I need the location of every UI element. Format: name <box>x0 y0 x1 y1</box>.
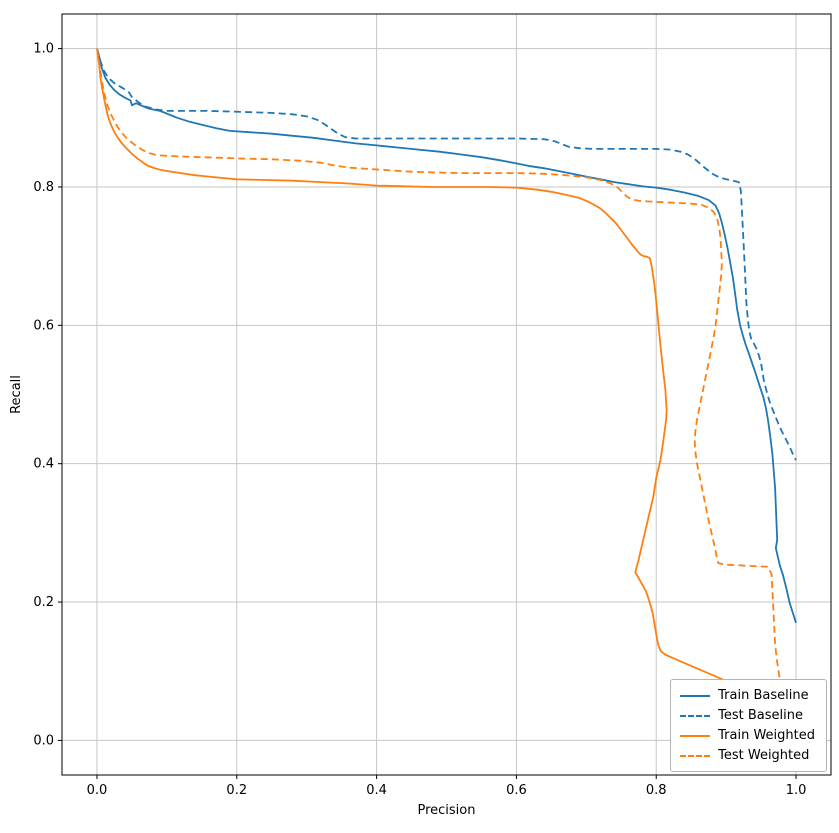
y-tick-label: 0.2 <box>33 595 54 610</box>
legend-line-sample-test-baseline <box>680 714 711 717</box>
legend-line-sample-train-weighted <box>680 734 711 737</box>
legend-label-test-baseline: Test Baseline <box>718 708 803 723</box>
series-line-train-weighted <box>96 48 797 717</box>
x-tick-label: 0.2 <box>226 783 247 798</box>
y-tick-label: 0.4 <box>33 457 54 472</box>
y-tick-label: 0.0 <box>33 733 54 748</box>
series-line-test-weighted <box>96 48 797 728</box>
series-line-test-baseline <box>96 48 797 461</box>
series-line-train-baseline <box>96 48 797 624</box>
x-tick-label: 1.0 <box>786 783 807 798</box>
y-axis-label-container: Recall <box>2 14 30 775</box>
axes-frame <box>61 13 832 776</box>
x-tick-label: 0.4 <box>366 783 387 798</box>
x-tick-label: 0.8 <box>646 783 667 798</box>
x-tick-label: 0.6 <box>506 783 527 798</box>
legend-row-test-baseline: Test Baseline <box>680 707 815 724</box>
legend-row-test-weighted: Test Weighted <box>680 747 815 764</box>
y-tick-label: 1.0 <box>33 42 54 57</box>
y-tick-label: 0.6 <box>33 318 54 333</box>
legend-line-sample-test-weighted <box>680 754 711 757</box>
y-tick-label: 0.8 <box>33 180 54 195</box>
x-tick-label: 0.0 <box>87 783 108 798</box>
y-axis-label: Recall <box>8 375 24 414</box>
legend: Train Baseline Test Baseline Train Weigh… <box>670 679 827 772</box>
legend-row-train-baseline: Train Baseline <box>680 687 815 704</box>
legend-line-sample-train-baseline <box>680 694 711 697</box>
x-axis-label: Precision <box>417 803 476 818</box>
legend-label-test-weighted: Test Weighted <box>718 748 810 763</box>
legend-row-train-weighted: Train Weighted <box>680 727 815 744</box>
legend-label-train-baseline: Train Baseline <box>718 688 809 703</box>
legend-label-train-weighted: Train Weighted <box>718 728 815 743</box>
